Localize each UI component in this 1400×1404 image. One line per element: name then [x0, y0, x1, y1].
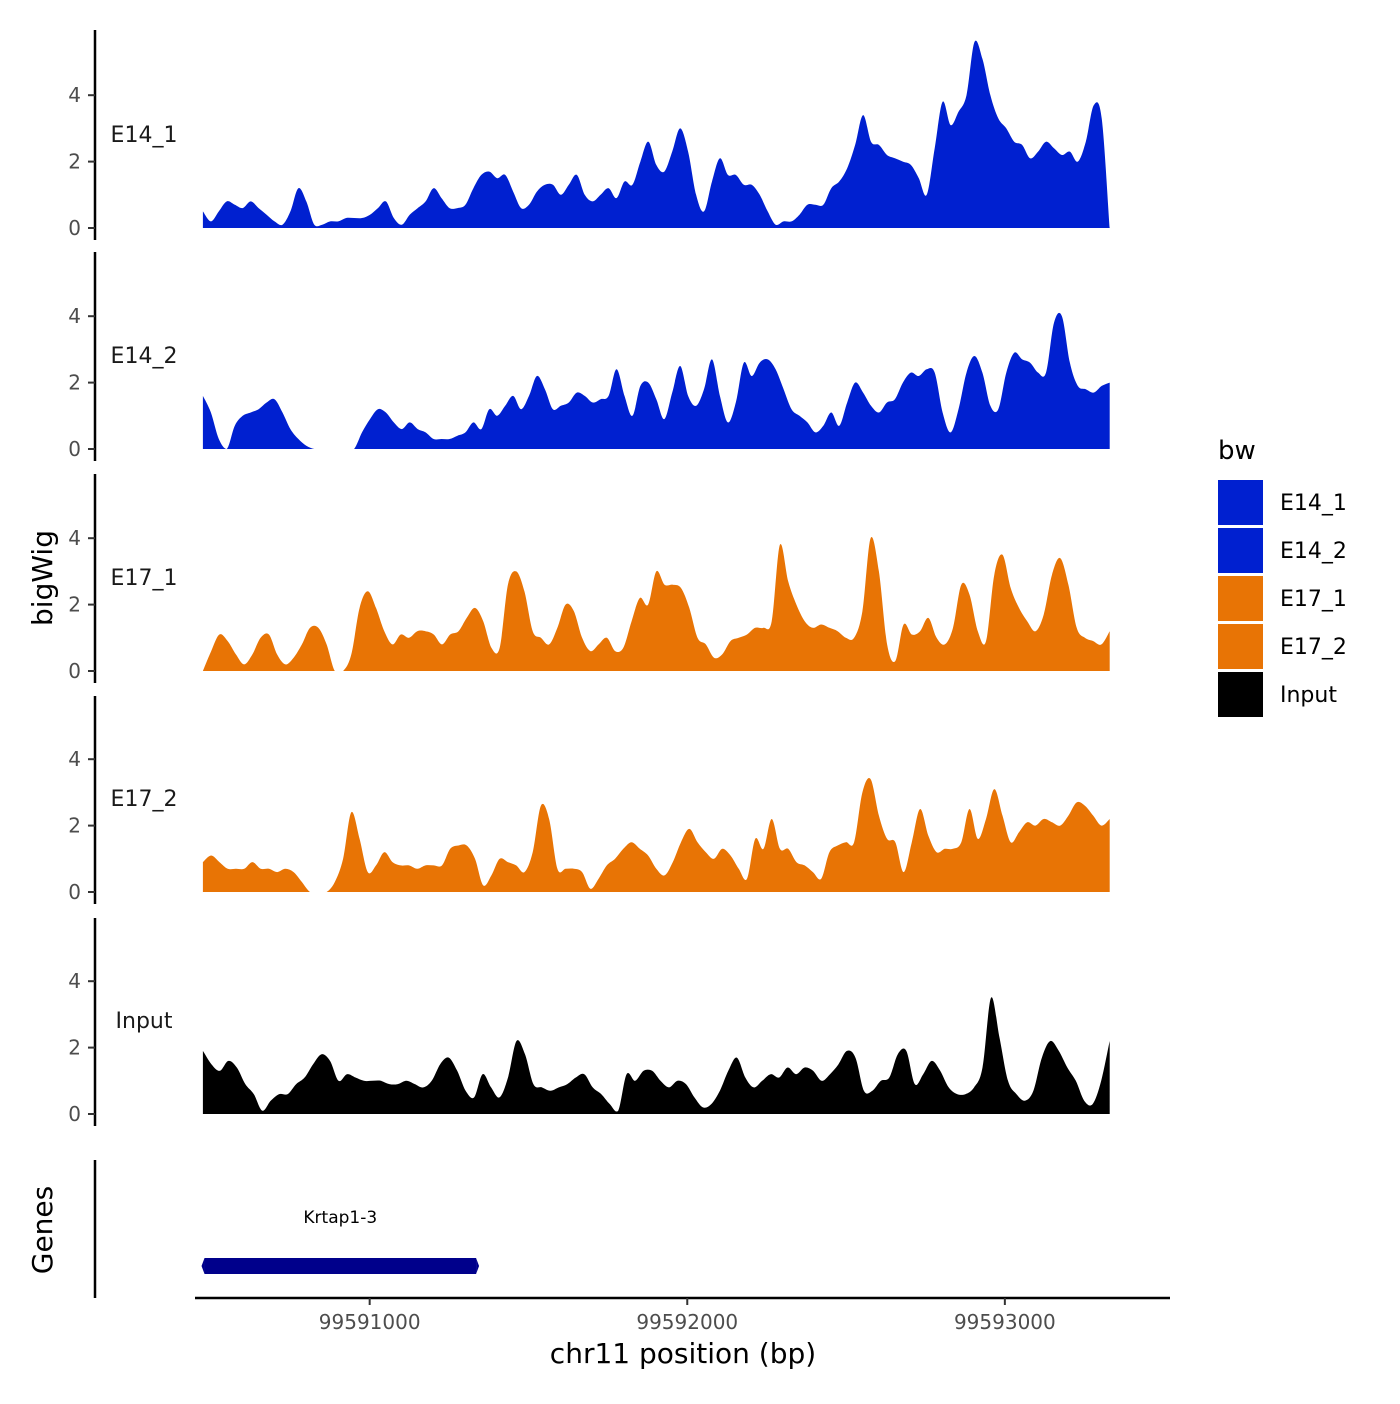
y-tick-label: 4: [68, 969, 81, 993]
legend-swatch: [1218, 624, 1263, 669]
legend-item-e14-1: E14_1: [1218, 480, 1347, 525]
legend-swatch: [1218, 672, 1263, 717]
y-tick-label: 4: [68, 83, 81, 107]
legend-item-e17-2: E17_2: [1218, 624, 1347, 669]
legend-title: bw: [1218, 436, 1256, 466]
area-e14-1: [202, 40, 1110, 229]
gene-label: Krtap1-3: [303, 1208, 377, 1228]
area-e14-2: [202, 312, 1110, 449]
y-tick-label: 4: [68, 747, 81, 771]
legend-item-e17-1: E17_1: [1218, 576, 1347, 621]
area-e17-2: [202, 777, 1110, 892]
y-tick-label: 0: [68, 216, 81, 240]
track-e17-1: 0 2 4 E17_1: [68, 474, 1110, 683]
track-e14-2: 0 2 4 E14_2: [68, 252, 1110, 461]
genes-layer: Krtap1-3: [93, 1160, 480, 1298]
area-e17-1: [202, 537, 1110, 671]
y-tick-label: 0: [68, 880, 81, 904]
x-tick-label: 99593000: [954, 1310, 1056, 1334]
track-label-e14-1: E14_1: [111, 123, 178, 148]
genes-axis-title: Genes: [26, 1186, 59, 1274]
y-tick-label: 2: [68, 1036, 81, 1060]
legend: bw E14_1 E14_2 E17_1 E17_2 Input: [1218, 436, 1347, 717]
x-tick-label: 99591000: [319, 1310, 421, 1334]
y-tick-label: 2: [68, 150, 81, 174]
legend-item-input: Input: [1218, 672, 1337, 717]
track-label-e14-2: E14_2: [111, 344, 178, 369]
track-input: 0 2 4 Input: [68, 918, 1110, 1126]
track-label-e17-2: E17_2: [111, 787, 178, 812]
track-e17-2: 0 2 4 E17_2: [68, 696, 1110, 904]
legend-swatch: [1218, 576, 1263, 621]
y-tick-label: 0: [68, 437, 81, 461]
y-tick-label: 0: [68, 659, 81, 683]
legend-swatch: [1218, 480, 1263, 525]
x-tick-label: 99592000: [636, 1310, 738, 1334]
legend-swatch: [1218, 528, 1263, 573]
y-tick-label: 4: [68, 304, 81, 328]
y-tick-label: 2: [68, 371, 81, 395]
x-axis-title: chr11 position (bp): [550, 1337, 816, 1370]
x-axis: 99591000 99592000 99593000: [195, 1296, 1170, 1334]
legend-label: Input: [1280, 683, 1337, 708]
tracks-layer: 0 2 4 E14_1 0 2 4 E14_2 0 2 4 E17_1 0 2 4 E17_2 0 2 4 Input: [68, 30, 1110, 1126]
track-e14-1: 0 2 4 E14_1: [68, 30, 1110, 240]
y-tick-label: 0: [68, 1102, 81, 1126]
track-label-input: Input: [116, 1009, 173, 1034]
track-label-e17-1: E17_1: [111, 566, 178, 591]
gene-arrow-right: [476, 1258, 480, 1274]
legend-item-e14-2: E14_2: [1218, 528, 1347, 573]
y-axis-title: bigWig: [26, 530, 59, 626]
y-tick-label: 2: [68, 593, 81, 617]
legend-label: E14_1: [1280, 491, 1347, 516]
gene-krtap1-3: Krtap1-3: [201, 1208, 480, 1274]
legend-label: E17_2: [1280, 635, 1347, 660]
legend-label: E14_2: [1280, 539, 1347, 564]
y-tick-label: 2: [68, 814, 81, 838]
legend-items: E14_1 E14_2 E17_1 E17_2 Input: [1218, 480, 1347, 717]
gene-body: [204, 1258, 477, 1274]
legend-label: E17_1: [1280, 587, 1347, 612]
y-tick-label: 4: [68, 526, 81, 550]
gene-arrow-left: [201, 1258, 205, 1274]
area-input: [202, 997, 1110, 1114]
